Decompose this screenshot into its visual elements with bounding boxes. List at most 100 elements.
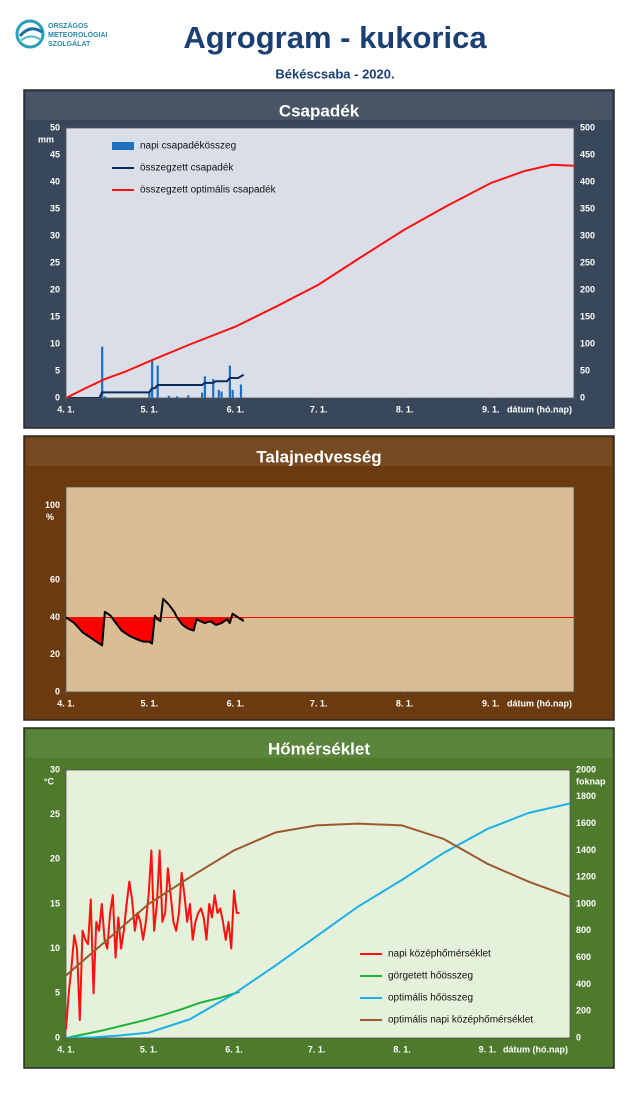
- bar: [148, 392, 151, 398]
- legend-label: napi csapadékösszeg: [140, 141, 236, 152]
- legend-swatch: [112, 142, 134, 150]
- bar: [151, 360, 154, 398]
- x-tick-label: 5. 1.: [141, 404, 159, 414]
- page-subtitle: Békéscsaba - 2020.: [275, 66, 394, 81]
- logo-text: METEOROLÓGIAI: [48, 30, 108, 39]
- y-tick-label: 45: [50, 149, 60, 159]
- bar: [228, 365, 231, 398]
- x-tick-label: 4. 1.: [57, 1044, 75, 1054]
- x-axis-label: dátum (hó.nap): [507, 698, 572, 708]
- y2-tick-label: 400: [580, 176, 595, 186]
- line: [66, 990, 240, 1038]
- y2-tick-label: 1800: [576, 791, 596, 801]
- y-tick-label: 15: [50, 898, 60, 908]
- bar: [176, 396, 179, 398]
- bar: [187, 395, 190, 398]
- y2-tick-label: 200: [580, 284, 595, 294]
- y-tick-label: 100: [45, 500, 60, 510]
- line: [66, 802, 570, 1038]
- bar: [101, 346, 104, 398]
- bar: [212, 379, 215, 398]
- y-tick-label: 50: [50, 122, 60, 132]
- legend-label: napi középhőmérséklet: [388, 949, 491, 960]
- y-tick-label: 0: [55, 392, 60, 402]
- x-tick-label: 4. 1.: [57, 404, 75, 414]
- bar: [203, 376, 206, 398]
- y-tick-label: 20: [50, 284, 60, 294]
- x-axis-label: dátum (hó.nap): [507, 404, 572, 414]
- y2-tick-label: 350: [580, 203, 595, 213]
- y-tick-label: 20: [50, 649, 60, 659]
- y2-tick-label: 250: [580, 257, 595, 267]
- legend-label: optimális napi középhőmérséklet: [388, 1015, 533, 1026]
- line: [66, 849, 240, 1030]
- x-tick-label: 9. 1.: [479, 1044, 497, 1054]
- y2-tick-label: 150: [580, 311, 595, 321]
- line: [66, 597, 245, 647]
- y2-tick-label: 450: [580, 149, 595, 159]
- bar: [220, 391, 223, 398]
- y2-tick-label: 2000: [576, 764, 596, 774]
- x-tick-label: 6. 1.: [227, 404, 245, 414]
- x-axis-label: dátum (hó.nap): [503, 1044, 568, 1054]
- y2-tick-label: 0: [580, 392, 585, 402]
- y-tick-label: 30: [50, 230, 60, 240]
- x-tick-label: 9. 1.: [482, 698, 500, 708]
- x-tick-label: 7. 1.: [310, 404, 328, 414]
- bar: [156, 365, 159, 398]
- y2-tick-label: 1000: [576, 898, 596, 908]
- plot-area: [65, 486, 575, 693]
- x-tick-label: 8. 1.: [396, 698, 414, 708]
- chart-panel: Talajnedvesség 0 20 40 60 100 4. 1. 5. 1. 6. 1. 7…: [23, 435, 615, 721]
- legend-label: görgetett hőösszeg: [388, 971, 473, 982]
- line: [66, 163, 574, 398]
- y2-tick-label: 600: [576, 952, 591, 962]
- bar: [231, 389, 234, 398]
- y-tick-label: 40: [50, 176, 60, 186]
- bar: [103, 396, 107, 398]
- bar: [217, 389, 220, 398]
- x-tick-label: 8. 1.: [396, 404, 414, 414]
- y-tick-label: 0: [55, 686, 60, 696]
- y-tick-label: 10: [50, 338, 60, 348]
- x-tick-label: 5. 1.: [140, 1044, 158, 1054]
- y-tick-label: 25: [50, 809, 60, 819]
- y-tick-label: 0: [55, 1032, 60, 1042]
- line: [66, 373, 245, 398]
- chart-panel: Csapadék05101520253035404550050100150200…: [23, 89, 615, 429]
- y-tick-label: 25: [50, 257, 60, 267]
- page-title: Agrogram - kukorica: [183, 20, 487, 55]
- y2-tick-label: 400: [576, 979, 591, 989]
- logo-text: ORSZÁGOS: [48, 21, 88, 30]
- y-tick-label: 35: [50, 203, 60, 213]
- y2-tick-label: 1200: [576, 872, 596, 882]
- y-tick-label: 5: [55, 988, 60, 998]
- y2-tick-label: 1600: [576, 818, 596, 828]
- y-tick-label: 5: [55, 365, 60, 375]
- chart-title: Hőmérséklet: [268, 739, 370, 758]
- y-tick-label: 30: [50, 764, 60, 774]
- y2-tick-label: 500: [580, 122, 595, 132]
- bar: [239, 384, 243, 398]
- y-tick-label: 20: [50, 854, 60, 864]
- deficit-area: [66, 617, 244, 646]
- legend-label: összegzett optimális csapadék: [140, 185, 277, 196]
- y2-tick-label: 50: [580, 365, 590, 375]
- y2-tick-label: 300: [580, 230, 595, 240]
- bar: [167, 395, 170, 398]
- x-tick-label: 5. 1.: [141, 698, 159, 708]
- y2-tick-label: 1400: [576, 845, 596, 855]
- bar: [201, 392, 204, 398]
- y2-tick-label: 0: [576, 1032, 581, 1042]
- logo-text: SZOLGÁLAT: [48, 39, 91, 48]
- chart-title: Csapadék: [279, 101, 360, 120]
- y-axis-label: mm: [38, 134, 54, 144]
- x-tick-label: 8. 1.: [393, 1044, 411, 1054]
- legend-label: optimális hőösszeg: [388, 993, 473, 1004]
- plot-area: [65, 127, 575, 399]
- x-tick-label: 4. 1.: [57, 698, 75, 708]
- y2-tick-label: 100: [580, 338, 595, 348]
- y-tick-label: 40: [50, 612, 60, 622]
- chart-title: Talajnedvesség: [256, 447, 381, 466]
